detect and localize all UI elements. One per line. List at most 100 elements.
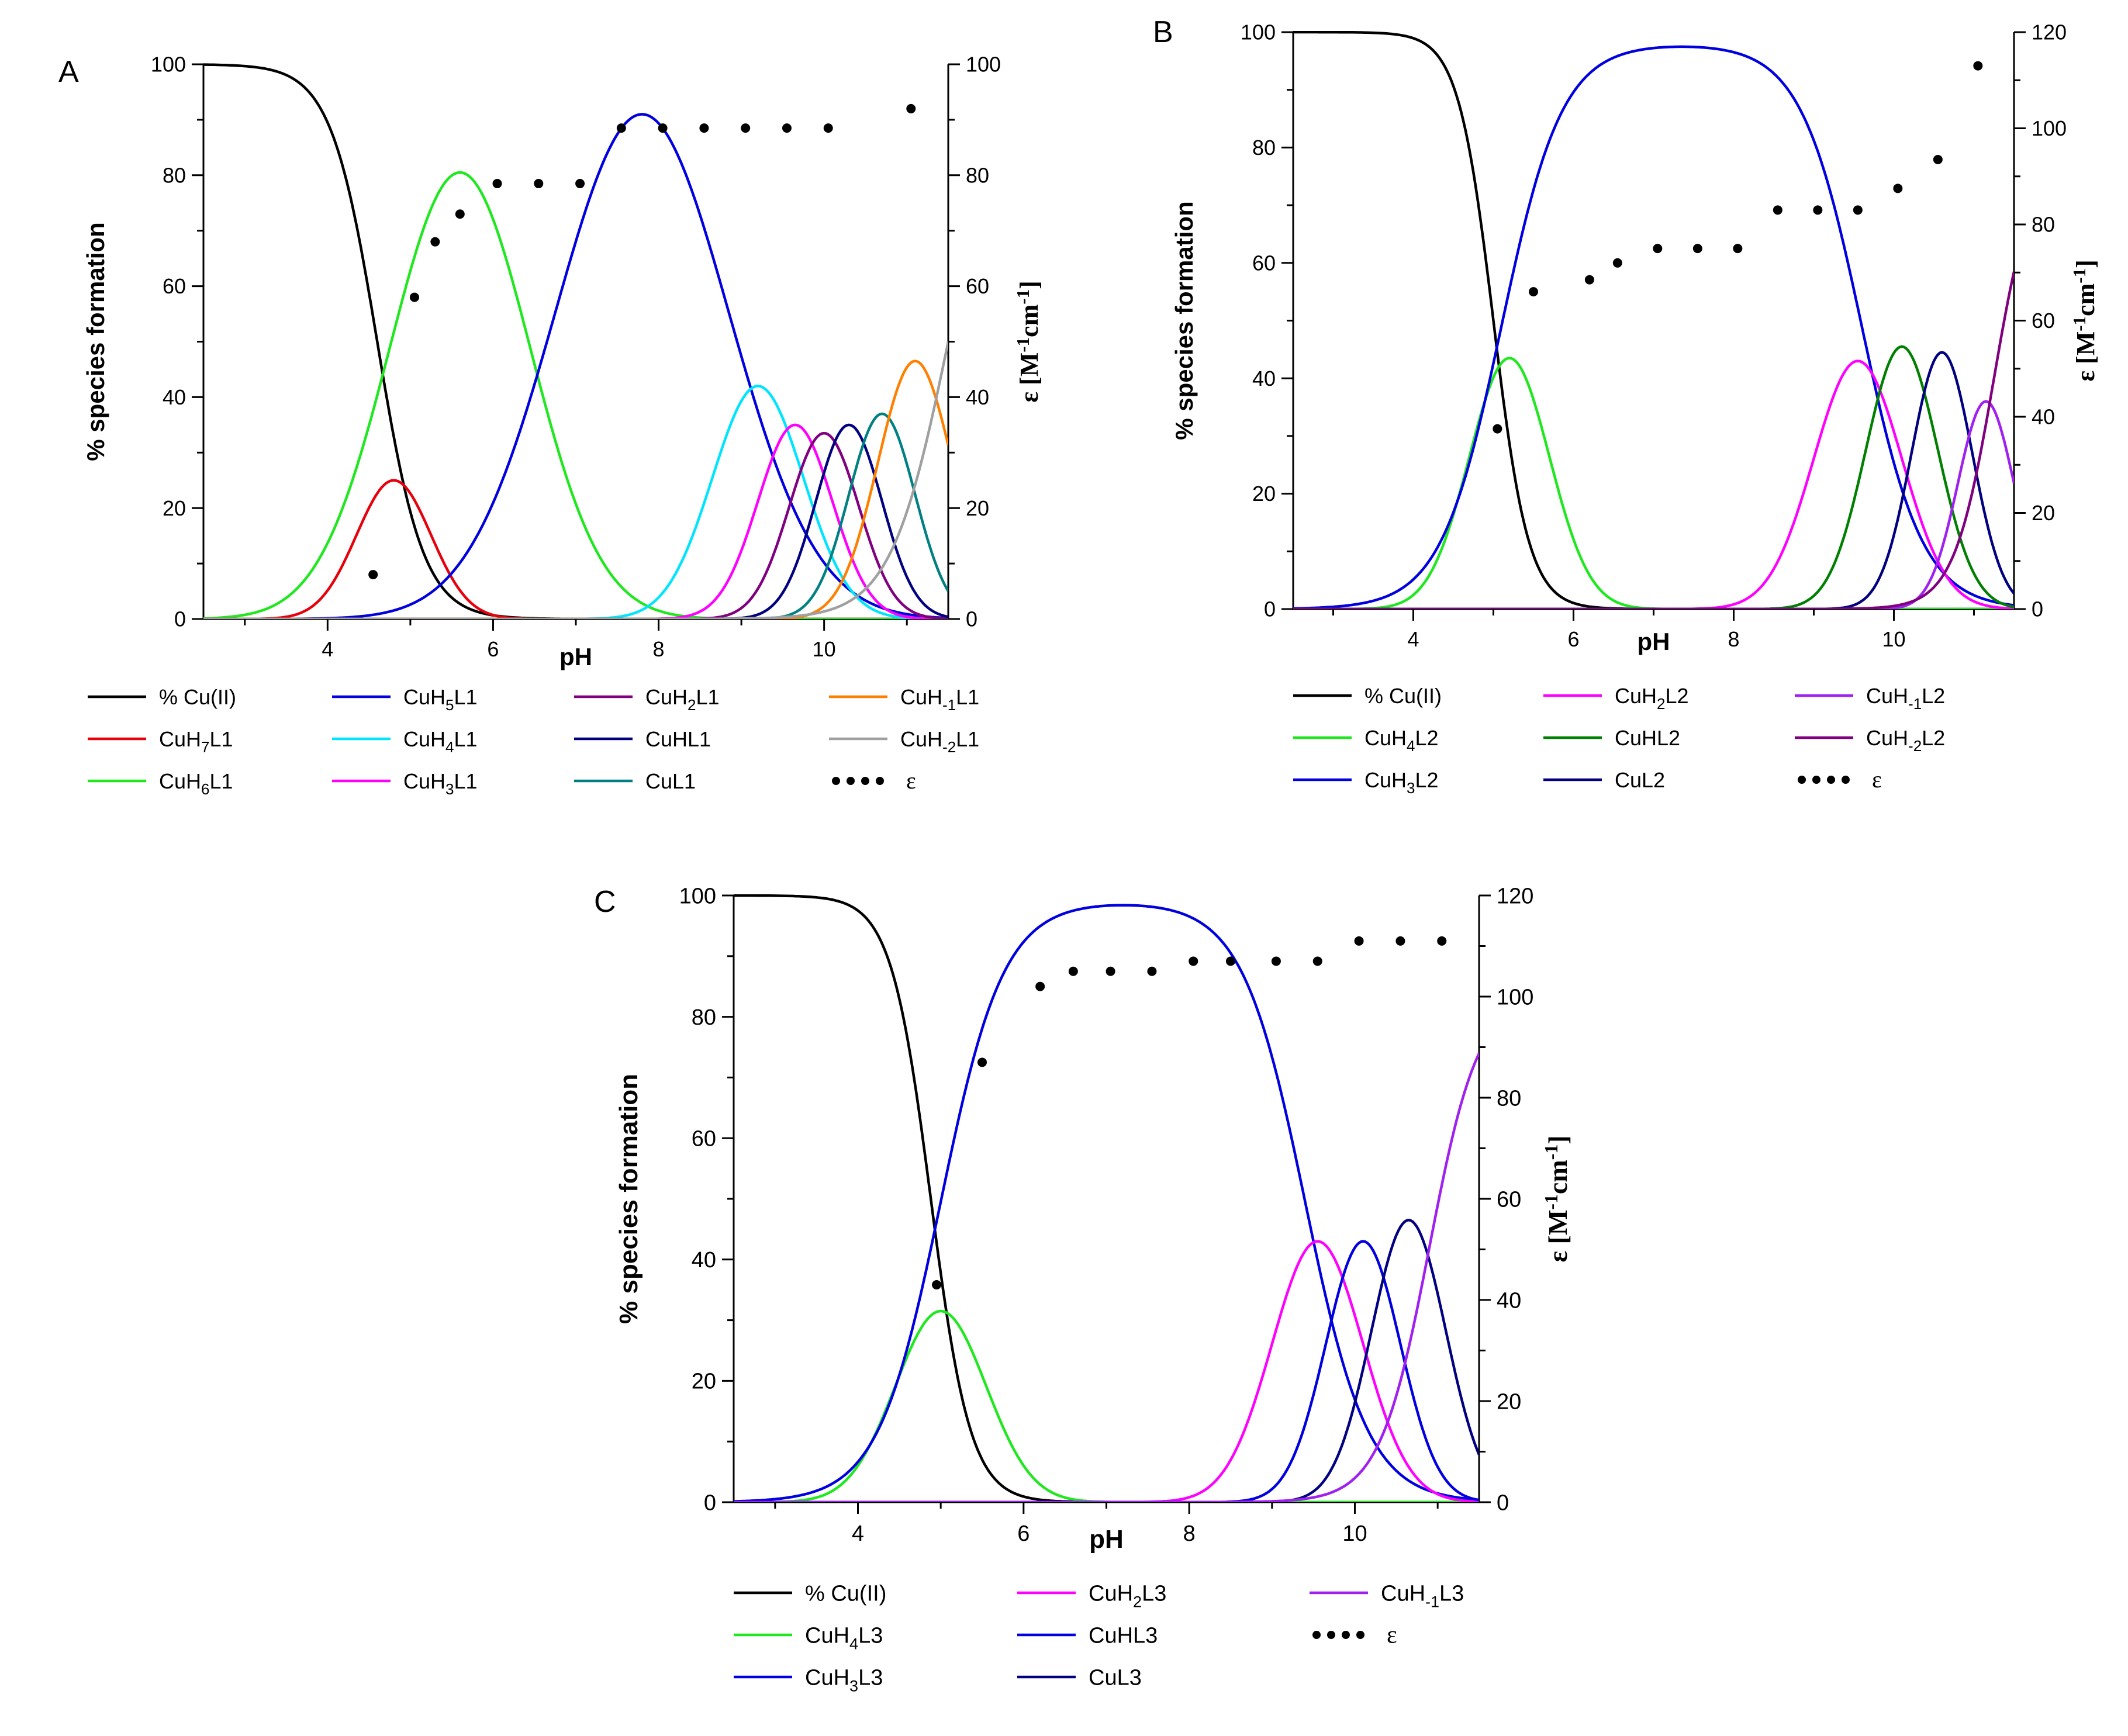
series-line-cul2 xyxy=(1293,351,2014,609)
y2-tick-label: 40 xyxy=(2032,405,2055,429)
y2-tick-label: 120 xyxy=(2032,20,2067,44)
x-tick-label: 10 xyxy=(813,637,836,661)
epsilon-point xyxy=(1973,61,1983,71)
y2-tick-label: 80 xyxy=(1497,1086,1521,1111)
y2-tick-label: 60 xyxy=(1497,1187,1521,1212)
epsilon-point xyxy=(1106,966,1115,976)
panel-label: B xyxy=(1153,15,1173,49)
x-tick-label: 6 xyxy=(1017,1521,1030,1546)
y-tick-label: 60 xyxy=(692,1127,716,1151)
legend-label: CuH2L1 xyxy=(645,685,720,714)
legend-label: CuH2L3 xyxy=(1089,1582,1166,1611)
series-line-cul1 xyxy=(203,412,948,619)
y2-tick-label: 80 xyxy=(2032,213,2055,237)
legend-label: ε xyxy=(906,767,916,794)
y-tick-label: 40 xyxy=(163,385,186,409)
y-tick-label: 60 xyxy=(163,274,186,298)
epsilon-points xyxy=(932,936,1447,1290)
legend-epsilon-marker xyxy=(1812,776,1820,784)
epsilon-point xyxy=(699,123,709,133)
y2-tick-label: 20 xyxy=(966,496,989,520)
legend: % Cu(II) CuH2L2 CuH-1L2 CuH4L2 CuHL2 CuH-2L2 C… xyxy=(1293,684,1945,797)
x-tick-label: 4 xyxy=(852,1521,864,1546)
legend-label: CuH3L3 xyxy=(805,1666,883,1695)
y-tick-label: 40 xyxy=(1252,366,1276,390)
y-tick-label: 80 xyxy=(163,163,186,187)
epsilon-points xyxy=(1493,61,1983,434)
epsilon-point xyxy=(1893,184,1903,193)
y-tick-label: 60 xyxy=(1252,251,1276,275)
epsilon-point xyxy=(1189,956,1198,966)
legend-epsilon-marker xyxy=(1842,776,1850,784)
epsilon-point xyxy=(1147,966,1157,976)
series-line-cuh-1l3 xyxy=(734,1053,1479,1502)
series-line-cuh2l3 xyxy=(734,1240,1479,1502)
legend-label: CuH3L1 xyxy=(403,769,478,798)
y2-tick-label: 0 xyxy=(966,607,977,631)
x-axis-title: pH xyxy=(1089,1525,1124,1554)
epsilon-point xyxy=(1773,205,1782,215)
y2-tick-label: 0 xyxy=(2032,597,2043,621)
epsilon-point xyxy=(1933,154,1943,164)
legend-epsilon-marker xyxy=(1827,776,1835,784)
legend-label: CuH7L1 xyxy=(159,727,233,756)
epsilon-point xyxy=(1853,205,1863,215)
epsilon-point xyxy=(1226,956,1235,966)
x-tick-label: 10 xyxy=(1882,627,1905,651)
epsilon-point xyxy=(906,103,916,113)
y2-tick-label: 100 xyxy=(966,53,1001,77)
legend-label: CuL3 xyxy=(1089,1666,1142,1690)
legend-epsilon-marker xyxy=(876,777,884,785)
x-tick-label: 6 xyxy=(487,637,499,661)
legend-label: CuHL1 xyxy=(645,727,711,751)
epsilon-point xyxy=(1354,936,1364,946)
epsilon-point xyxy=(1035,981,1045,991)
legend-label: CuH3L2 xyxy=(1364,768,1439,797)
y2-tick-label: 80 xyxy=(966,163,989,187)
y-tick-label: 0 xyxy=(174,607,186,631)
series-line-cuh-1l1 xyxy=(203,359,948,619)
x-tick-label: 4 xyxy=(1407,627,1419,651)
series-line-cuh3l2 xyxy=(1293,45,2014,609)
legend-label: % Cu(II) xyxy=(159,685,236,709)
legend-epsilon-marker xyxy=(861,777,869,785)
legend-label: CuL2 xyxy=(1615,768,1665,792)
x-tick-label: 4 xyxy=(322,637,333,661)
series-line--cu-ii- xyxy=(734,894,1479,1502)
epsilon-point xyxy=(658,123,668,133)
legend-label: CuH4L2 xyxy=(1364,726,1439,755)
legend-label: CuHL3 xyxy=(1089,1624,1158,1648)
y-tick-label: 100 xyxy=(679,884,716,908)
legend-label: CuHL2 xyxy=(1615,726,1680,750)
series-line-cuh3l3 xyxy=(734,904,1479,1502)
y2-tick-label: 100 xyxy=(2032,116,2067,140)
epsilon-point xyxy=(823,123,833,133)
legend-label: CuH4L1 xyxy=(403,727,478,756)
series-line-cuh-1l2 xyxy=(1293,400,2014,609)
series-line-cuhl1 xyxy=(203,423,948,619)
legend-label: % Cu(II) xyxy=(1364,684,1442,708)
legend-label: ε xyxy=(1872,766,1882,793)
series-line-cuh2l2 xyxy=(1293,359,2014,609)
legend: % Cu(II) CuH2L3 CuH-1L3 CuH4L3 CuHL3 ε CuH3L3 C… xyxy=(734,1582,1464,1695)
y-tick-label: 0 xyxy=(1264,597,1276,621)
legend-epsilon-marker xyxy=(847,777,855,785)
series-line-cuhl3 xyxy=(734,1240,1479,1502)
epsilon-point xyxy=(1813,205,1823,215)
epsilon-point xyxy=(1692,244,1702,254)
y2-tick-label: 60 xyxy=(2032,309,2055,333)
epsilon-point xyxy=(368,570,378,580)
legend-label: CuH-1L2 xyxy=(1866,684,1945,713)
x-axis-title: pH xyxy=(1638,628,1670,655)
epsilon-point xyxy=(977,1057,987,1067)
legend-label: ε xyxy=(1387,1622,1397,1649)
legend-label: CuH4L3 xyxy=(805,1624,883,1653)
species-curves xyxy=(1293,31,2014,609)
series-line-cuh6l1 xyxy=(203,171,948,619)
epsilon-point xyxy=(1584,275,1594,285)
epsilon-point xyxy=(1733,244,1743,254)
x-tick-label: 8 xyxy=(1183,1521,1196,1546)
y2-tick-label: 120 xyxy=(1497,884,1533,908)
